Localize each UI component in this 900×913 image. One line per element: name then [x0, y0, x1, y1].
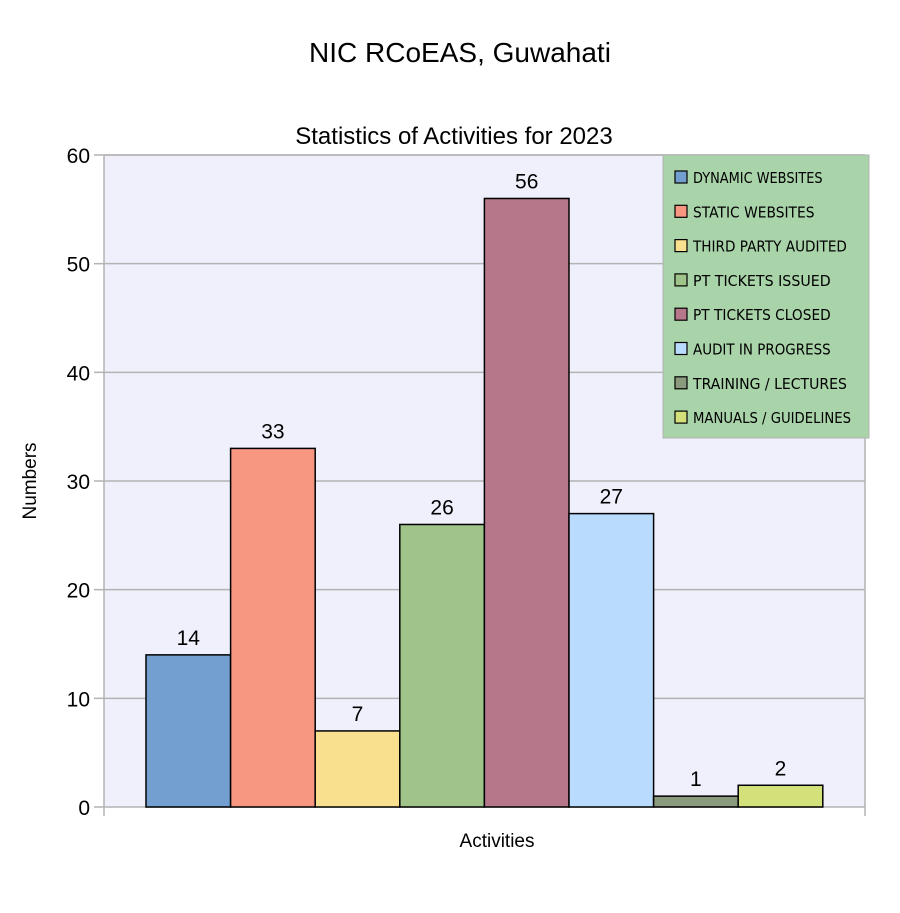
legend-swatch-6: [674, 341, 688, 356]
chart-subtitle: Statistics of Activities for 2023: [295, 123, 612, 150]
data-label-7: 1: [690, 768, 702, 791]
y-tick-label: 0: [78, 797, 90, 820]
legend-swatch-4: [674, 273, 688, 287]
data-labels: 14 33 7 26 56 27 1 2: [177, 170, 787, 791]
legend-label-3: THIRD PARTY AUDITED: [692, 238, 847, 256]
y-tick-label: 20: [67, 580, 90, 603]
data-label-3: 7: [352, 703, 364, 726]
legend-label-6: AUDIT IN PROGRESS: [693, 341, 831, 359]
data-label-8: 2: [775, 757, 787, 780]
legend-swatch-2: [674, 204, 688, 218]
bar-3: [314, 730, 401, 808]
bars: [145, 197, 824, 808]
bar-5: [483, 197, 570, 808]
y-axis-ticks: 0 10 20 30 40 50 60: [67, 145, 104, 820]
legend: DYNAMIC WEBSITES STATIC WEBSITES THIRD PAR…: [662, 154, 870, 439]
data-label-6: 27: [600, 486, 623, 509]
legend-swatch-5: [674, 307, 688, 321]
legend-label-2: STATIC WEBSITES: [693, 203, 815, 221]
y-tick-label: 50: [67, 254, 90, 277]
legend-label-4: PT TICKETS ISSUED: [693, 272, 831, 290]
legend-swatch-3: [674, 239, 688, 253]
data-label-2: 33: [261, 420, 284, 443]
y-tick-label: 40: [67, 362, 90, 385]
data-label-1: 14: [177, 627, 201, 650]
y-tick-label: 60: [67, 145, 90, 168]
data-label-5: 56: [515, 170, 538, 193]
legend-label-7: TRAINING / LECTURES: [692, 375, 847, 393]
legend-swatch-7: [674, 376, 688, 390]
y-tick-label: 30: [67, 471, 90, 494]
x-axis-label: Activities: [460, 831, 535, 852]
y-tick-label: 10: [67, 688, 90, 711]
legend-box: [662, 154, 870, 439]
legend-swatch-8: [674, 410, 688, 424]
y-axis-label: Numbers: [20, 442, 41, 519]
legend-label-5: PT TICKETS CLOSED: [693, 306, 831, 324]
data-label-4: 26: [430, 496, 453, 519]
legend-label-1: DYNAMIC WEBSITES: [693, 169, 823, 187]
chart-title: NIC RCoEAS, Guwahati: [309, 37, 611, 68]
bar-8: [737, 784, 824, 808]
bar-1: [145, 654, 232, 808]
bar-2: [229, 447, 316, 808]
bar-6: [568, 512, 655, 808]
legend-swatch-1: [674, 170, 688, 184]
legend-label-8: MANUALS / GUIDELINES: [693, 409, 851, 427]
bar-7: [652, 795, 739, 808]
bar-4: [399, 523, 486, 808]
